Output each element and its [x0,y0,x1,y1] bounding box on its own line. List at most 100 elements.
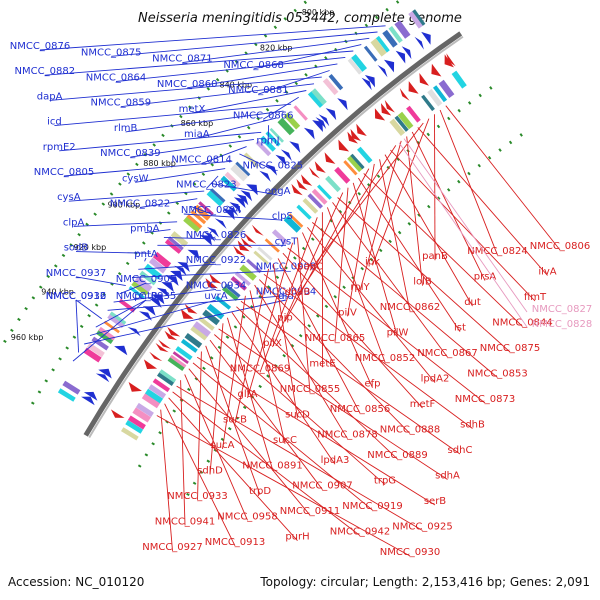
feature-box [175,346,193,361]
reverse-gene-arrow [338,139,350,152]
backbone-shadow [88,35,464,439]
gene-label: NMCC_0828 [532,319,593,330]
reverse-gene-arrow [408,81,419,94]
feature-box [145,388,164,404]
dotted-track-2 [137,83,497,468]
feature-box [427,88,443,107]
feature-box [157,370,176,386]
label-leader-line [205,345,261,495]
gene-label: sucA [211,440,235,451]
map-title: Neisseria meningitidis 053442, complete … [138,11,462,26]
feature-box [322,78,339,96]
gene-label: NMCC_0922 [186,255,247,266]
feature-box [406,105,421,123]
feature-box [293,105,308,121]
forward-gene-arrow [114,345,128,356]
gene-label: NMCC_0933 [167,491,228,502]
reverse-gene-arrow [296,179,308,191]
backbone-arc [83,31,463,437]
forward-gene-arrow [395,50,406,64]
gene-label: prsA [474,272,497,283]
gene-label: cysA [57,192,81,203]
gene-label: cysW [122,173,149,184]
gene-label: NMCC_0869 [230,363,291,374]
label-leader-line [234,268,270,424]
gene-label: NMCC_0936 [46,291,107,302]
forward-gene-arrow [161,282,174,292]
feature-box [451,70,467,89]
feature-box [394,115,409,132]
label-leader-line [359,140,402,291]
feature-box [253,250,269,265]
forward-gene-arrow [229,202,242,213]
feature-box [159,369,177,383]
reverse-gene-arrow [381,103,392,116]
feature-box [412,9,426,26]
forward-gene-arrow [199,235,212,246]
gene-label: gltA [238,389,258,400]
label-leader-line [282,252,423,409]
label-leader-line [44,50,354,76]
label-leader-line [59,131,262,152]
gene-label: NMCC_0862 [380,302,441,313]
feature-box [235,161,251,177]
feature-box [206,303,225,320]
gene-label: NMCC_0860 [157,79,218,90]
label-leader-line [363,173,523,327]
feature-box [183,215,201,233]
reverse-gene-arrow [143,359,158,369]
gene-label: serB [424,496,446,507]
feature-box [169,354,187,368]
feature-box [224,283,241,298]
feature-box [172,351,189,364]
gene-label: dut [464,297,481,308]
forward-gene-arrow [280,149,292,161]
feature-box [103,320,120,334]
feature-box [246,258,262,274]
label-leader-line [211,183,278,196]
gene-label: dld [278,291,293,302]
label-leader-line [209,339,323,490]
label-leader-line [113,288,217,303]
feature-box [433,85,448,103]
gene-label: rplY [350,282,370,293]
feature-box [167,236,184,251]
gene-label: NMCC_0882 [15,66,76,77]
feature-box [311,188,328,205]
label-leader-line [183,213,283,221]
feature-box [350,153,365,170]
gene-label: NMCC_0904 [256,287,317,298]
forward-gene-arrow [312,120,323,132]
forward-gene-arrow [236,194,249,206]
gene-label: trpG [374,476,396,487]
label-leader-line [168,397,298,542]
label-leader-line [263,273,473,429]
gene-label: NMCC_0935 [116,291,177,302]
feature-box [148,257,167,274]
gene-label: NMCC_0889 [367,450,428,461]
feature-box [347,58,363,75]
forward-gene-arrow [226,205,239,217]
label-leader-line [190,205,212,215]
label-leader-line [75,299,102,320]
gene-label: NMCC_0919 [342,501,403,512]
feature-box [311,88,327,106]
label-leader-line [49,76,322,101]
feature-box [214,295,232,310]
gene-label: pilW [387,328,409,339]
label-leader-line [135,168,226,183]
label-leader-line [218,328,448,480]
forward-gene-arrow [401,46,412,59]
label-leader-line [191,90,307,114]
label-leader-line [254,284,348,439]
reverse-gene-arrow [244,233,257,244]
feature-box [190,325,208,341]
reverse-gene-arrow [291,183,303,196]
label-leader-line [297,237,311,393]
reverse-gene-arrow [431,63,442,77]
reverse-gene-arrow [324,152,336,164]
reverse-gene-arrow [149,351,163,362]
label-leader-line [188,368,311,516]
gene-label: cysT [275,236,299,247]
